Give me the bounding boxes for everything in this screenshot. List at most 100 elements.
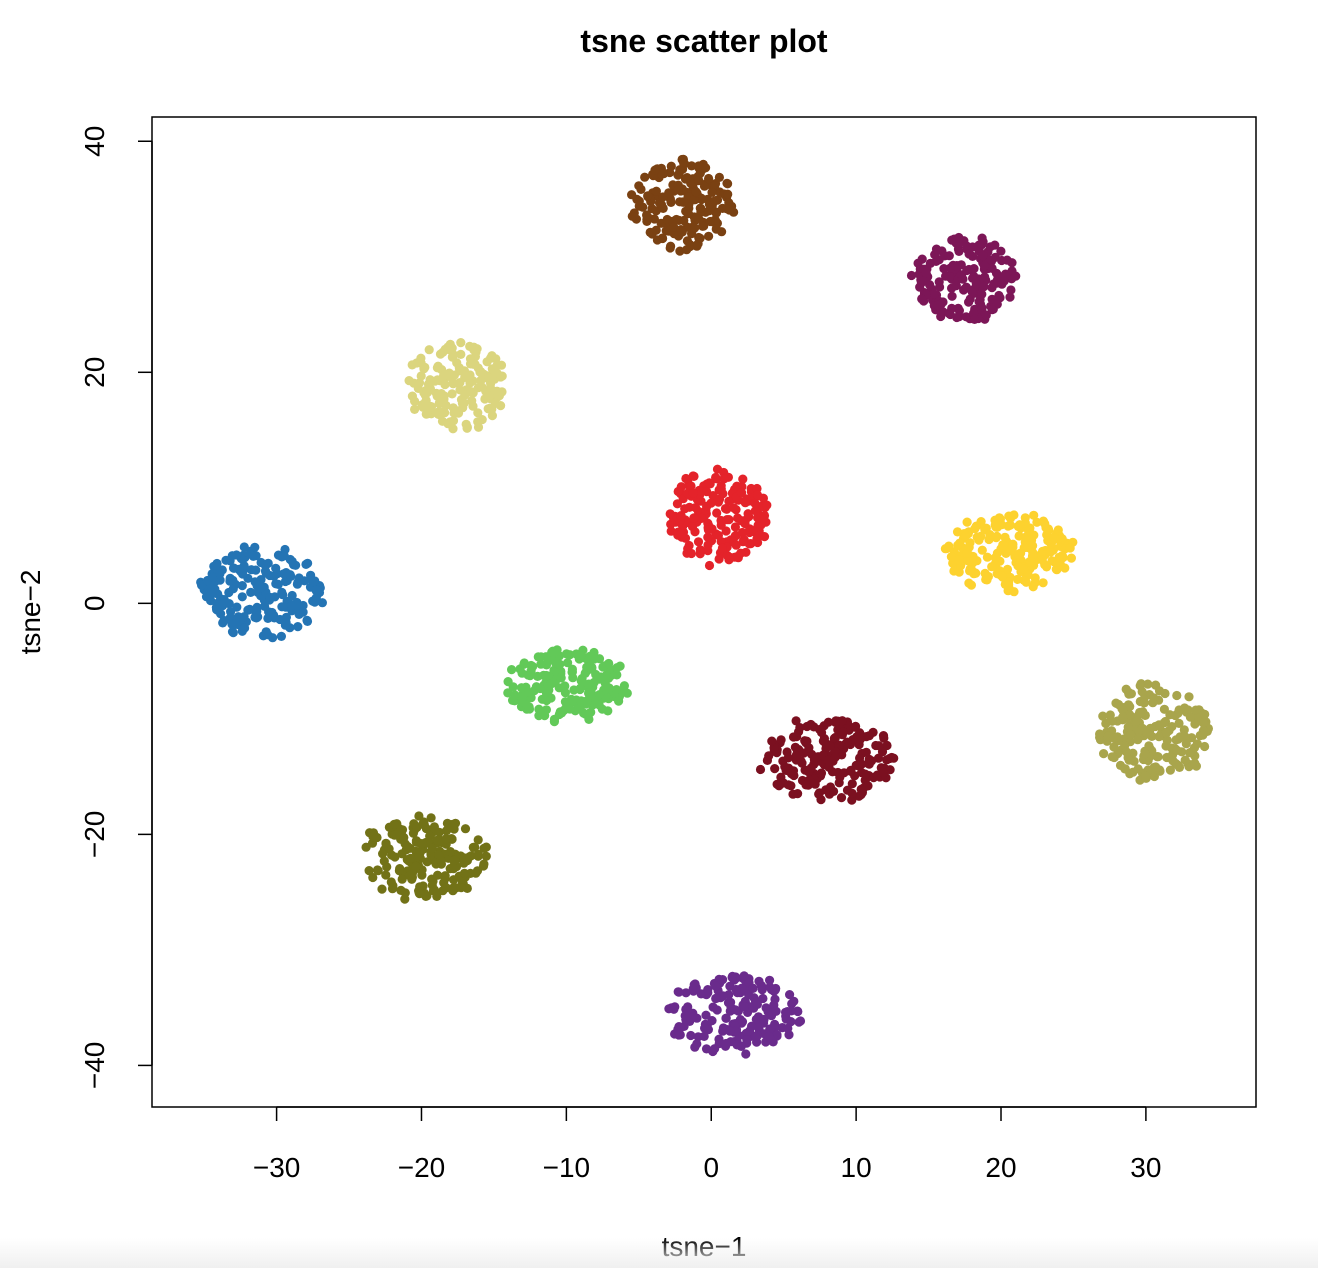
scatter-point: [761, 1003, 771, 1013]
scatter-point: [963, 556, 973, 566]
scatter-point: [738, 537, 748, 547]
scatter-point: [994, 520, 1005, 530]
scatter-point: [758, 514, 768, 524]
scatter-point: [584, 710, 594, 720]
scatter-point: [411, 861, 421, 872]
scatter-point: [688, 488, 698, 498]
scatter-point: [251, 613, 262, 623]
scatter-point: [555, 659, 565, 669]
scatter-point: [507, 665, 517, 675]
scatter-point: [736, 548, 746, 558]
scatter-point: [682, 173, 692, 183]
scatter-point: [711, 472, 721, 483]
scatter-point: [361, 842, 371, 852]
scatter-point: [1005, 292, 1015, 302]
scatter-point: [1037, 555, 1047, 565]
scatter-point: [1190, 758, 1200, 768]
scatter-point: [237, 592, 247, 602]
scatter-point: [879, 768, 889, 778]
scatter-point: [479, 859, 489, 869]
scatter-point: [704, 478, 714, 488]
y-tick-label: 40: [79, 126, 110, 157]
scatter-point: [473, 849, 483, 859]
scatter-point: [770, 994, 780, 1004]
scatter-point: [724, 205, 734, 215]
scatter-point: [540, 711, 550, 721]
scatter-point: [1099, 749, 1109, 759]
scatter-point: [424, 345, 434, 355]
scatter-point: [1006, 285, 1016, 295]
scatter-point: [1143, 679, 1153, 689]
scatter-point: [634, 201, 644, 211]
scatter-point: [643, 191, 653, 201]
scatter-point: [687, 161, 697, 171]
scatter-point: [627, 190, 637, 200]
scatter-point: [287, 601, 297, 611]
scatter-point: [293, 622, 303, 632]
scatter-point: [953, 540, 963, 550]
scatter-point: [1118, 712, 1128, 722]
scatter-point: [686, 1030, 696, 1041]
scatter-point: [816, 768, 827, 778]
scatter-point: [789, 770, 799, 781]
scatter-point: [416, 353, 426, 363]
scatter-point: [917, 294, 927, 304]
scatter-point: [244, 605, 254, 615]
scatter-point: [666, 161, 676, 171]
scatter-point: [944, 541, 954, 551]
scatter-point: [1120, 741, 1130, 751]
scatter-point: [984, 534, 994, 545]
scatter-point: [690, 503, 701, 513]
x-tick-label: 10: [841, 1152, 872, 1183]
scatter-point: [782, 1007, 793, 1017]
scatter-point: [698, 221, 708, 231]
scatter-point: [985, 242, 996, 252]
scatter-point: [1000, 532, 1010, 542]
scatter-point: [294, 573, 304, 583]
scatter-point: [771, 1006, 781, 1016]
scatter-point: [224, 599, 234, 609]
scatter-point: [221, 555, 231, 565]
scatter-point: [456, 365, 466, 376]
scatter-point: [484, 373, 494, 383]
scatter-point: [503, 688, 513, 698]
scatter-point: [681, 988, 691, 998]
scatter-point: [1023, 526, 1034, 536]
y-axis-label: tsne−2: [15, 570, 46, 655]
scatter-point: [693, 537, 704, 547]
scatter-point: [640, 172, 650, 182]
scatter-point: [420, 397, 430, 407]
scatter-point: [861, 747, 871, 757]
scatter-point: [1172, 690, 1182, 701]
scatter-point: [253, 580, 264, 590]
scatter-point: [962, 265, 972, 276]
scatter-point: [1140, 771, 1151, 781]
scatter-point: [1026, 557, 1036, 567]
scatter-point: [405, 843, 415, 853]
scatter-point: [694, 214, 704, 224]
scatter-point: [751, 1014, 761, 1024]
scatter-point: [765, 975, 775, 985]
scatter-point: [1154, 732, 1164, 742]
scatter-point: [979, 261, 990, 271]
scatter-point: [1180, 703, 1190, 713]
scatter-point: [666, 526, 676, 536]
scatter-point: [449, 856, 459, 866]
scatter-point: [847, 779, 857, 789]
scatter-point: [953, 303, 963, 313]
x-tick-label: 30: [1130, 1152, 1161, 1183]
scatter-point: [473, 417, 483, 427]
scatter-point: [568, 673, 578, 683]
scatter-point: [882, 755, 892, 765]
scatter-point: [710, 196, 720, 206]
scatter-point: [1013, 549, 1024, 559]
scatter-point: [422, 891, 432, 901]
scatter-point: [977, 240, 987, 250]
scatter-point: [416, 371, 426, 381]
scatter-point: [676, 529, 686, 539]
scatter-point: [554, 683, 564, 693]
scatter-point: [727, 972, 737, 983]
scatter-point: [730, 1005, 740, 1015]
scatter-point: [791, 750, 801, 761]
scatter-point: [717, 543, 728, 553]
